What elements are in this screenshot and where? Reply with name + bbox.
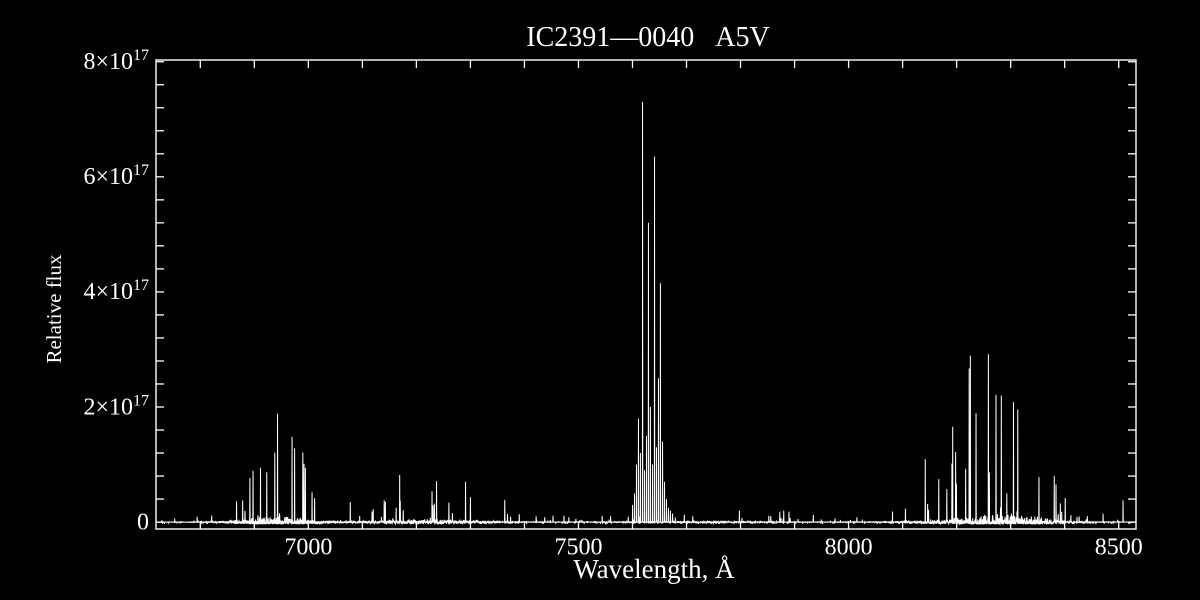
svg-text:7000: 7000 bbox=[284, 535, 332, 561]
svg-text:0: 0 bbox=[137, 509, 149, 535]
svg-text:7500: 7500 bbox=[554, 535, 602, 561]
svg-text:8500: 8500 bbox=[1095, 535, 1143, 561]
svg-text:IC2391—0040 A5V: IC2391—0040 A5V bbox=[526, 22, 769, 53]
svg-text:Relative flux: Relative flux bbox=[42, 254, 66, 364]
svg-text:8000: 8000 bbox=[825, 535, 873, 561]
